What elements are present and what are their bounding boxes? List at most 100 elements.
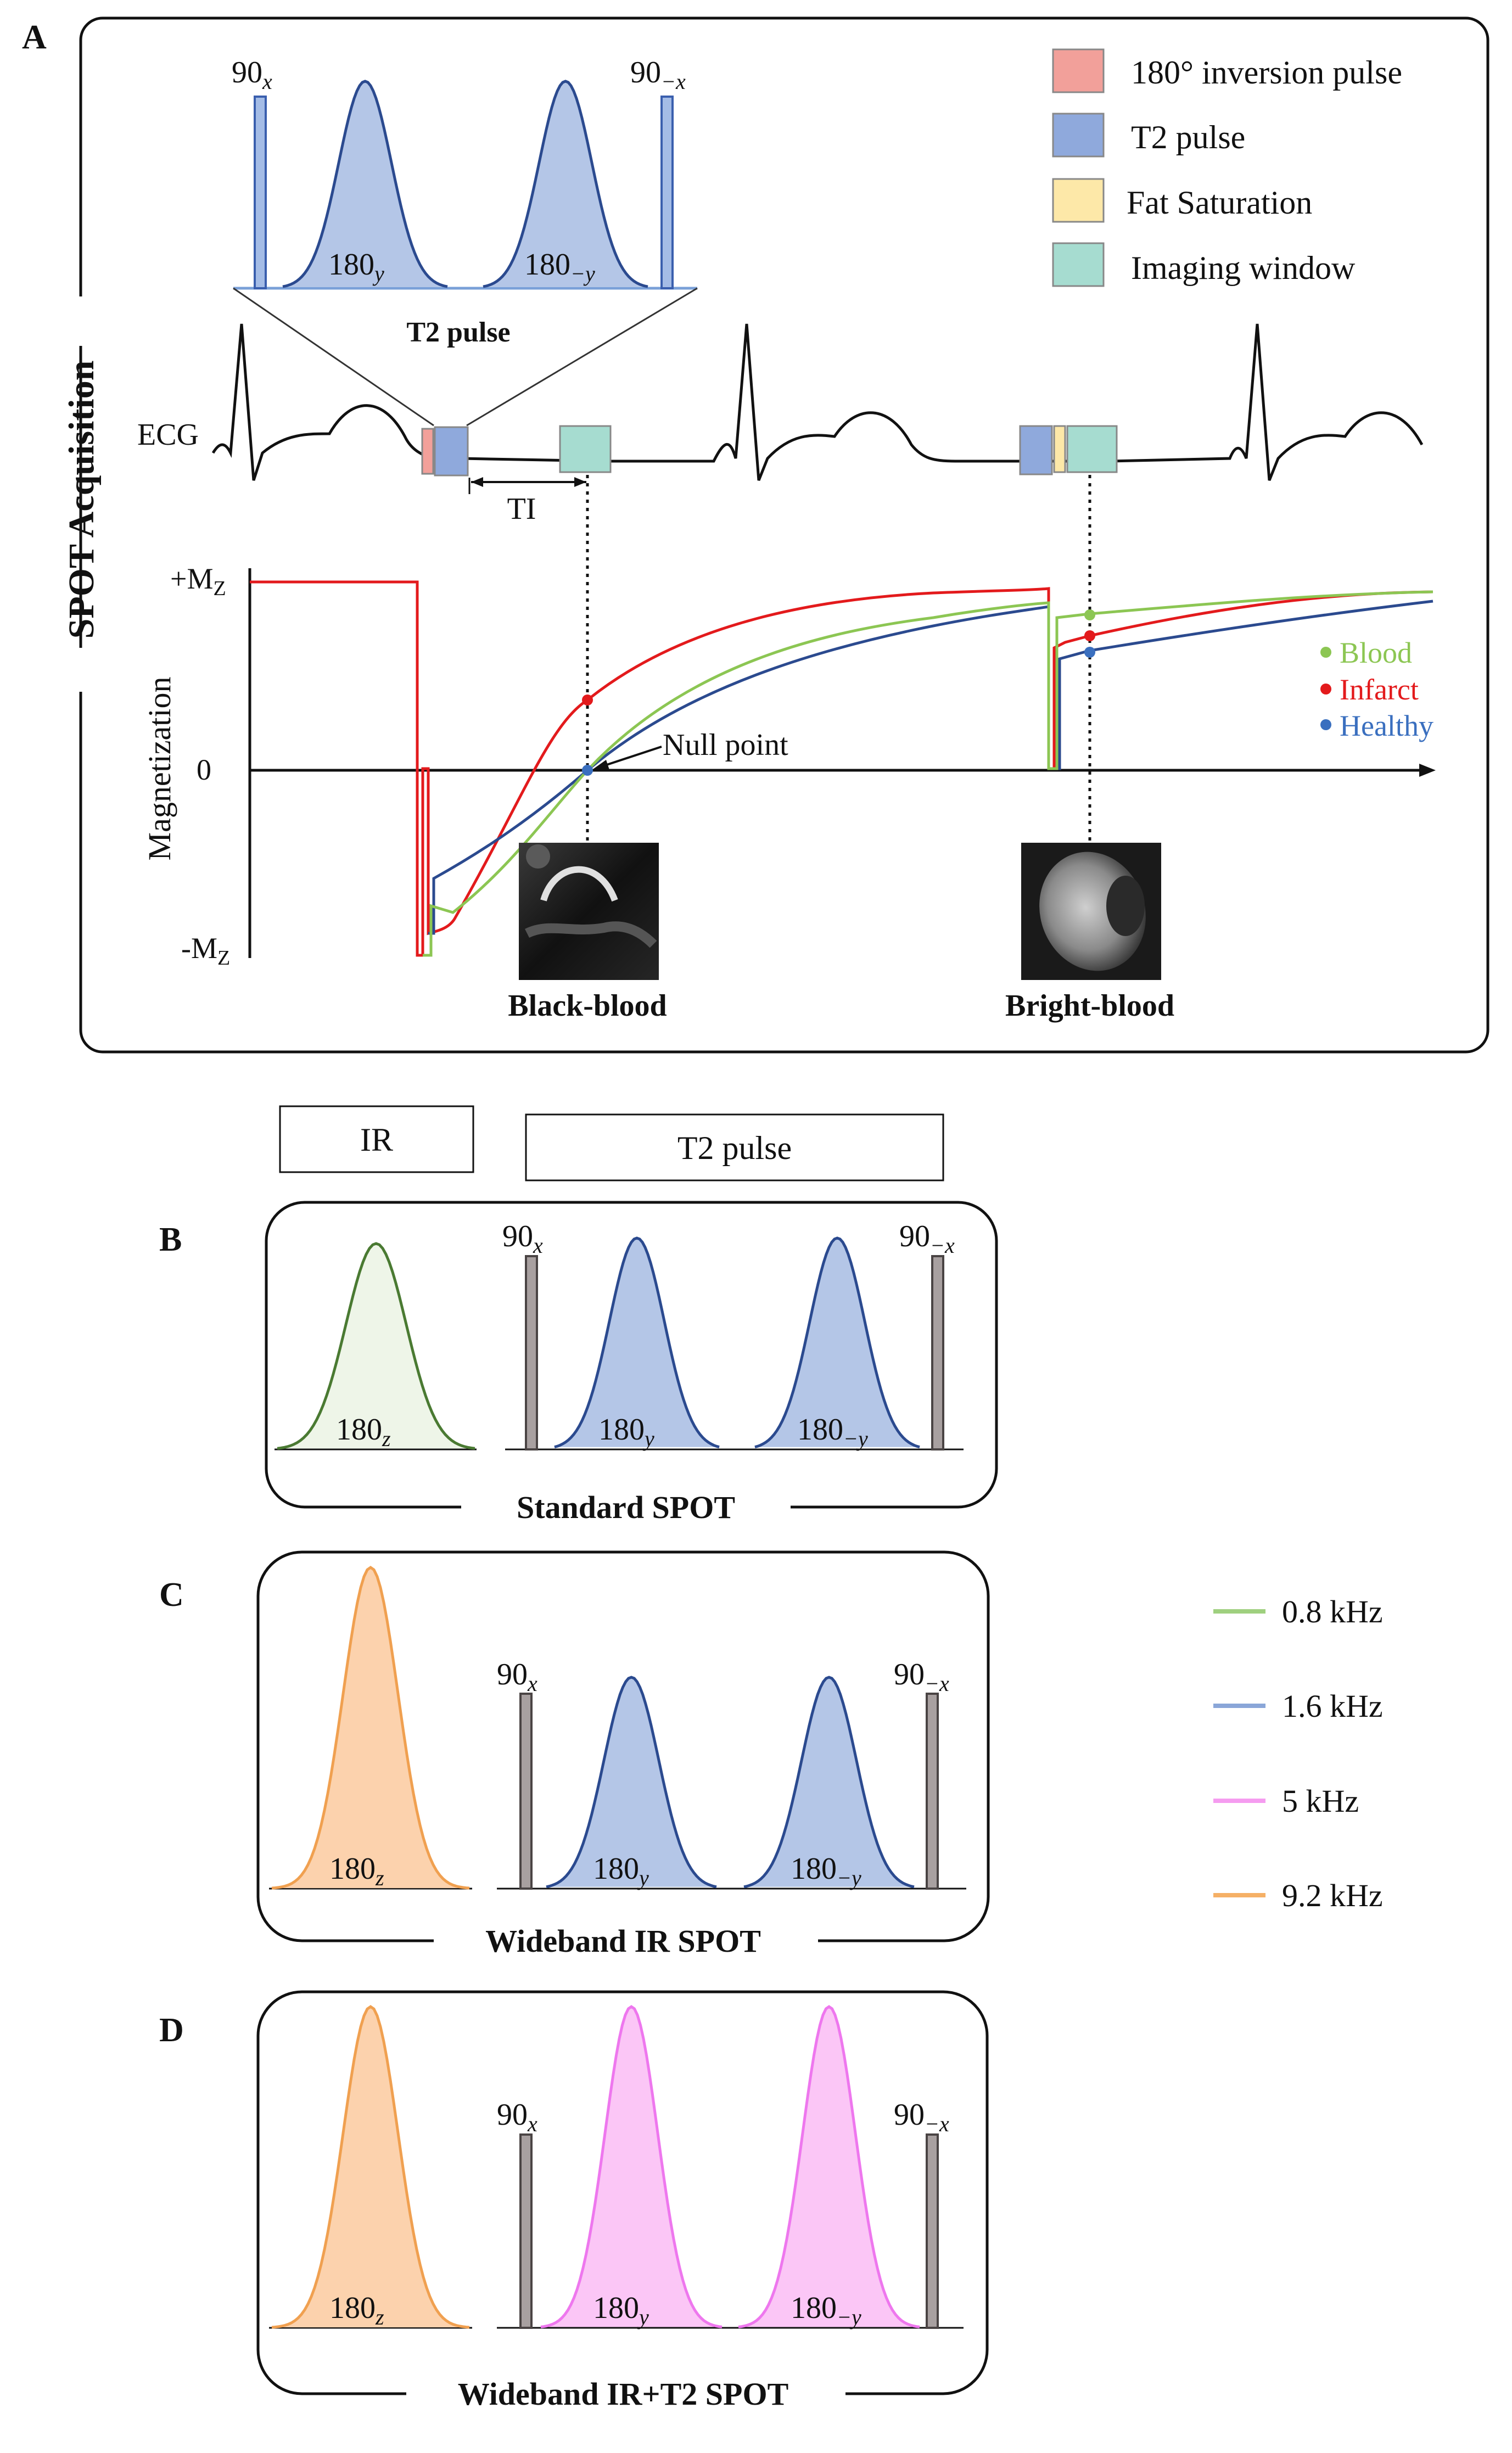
bw-legend-label-2: 5 kHz xyxy=(1282,1783,1359,1819)
species-healthy-dot xyxy=(1320,719,1331,730)
t2-zoom-90x-bar xyxy=(254,96,267,289)
legend-inversion-swatch xyxy=(1052,48,1105,93)
legend-t2-swatch xyxy=(1052,113,1105,158)
panel-label-d: D xyxy=(159,2012,184,2049)
null-point-label: Null point xyxy=(663,728,788,762)
legend-fatsat-swatch xyxy=(1052,178,1105,223)
y-axis-label: Magnetization xyxy=(142,676,177,860)
panel-c-90x-label: 90x xyxy=(497,1657,537,1696)
species-infarct-dot xyxy=(1320,684,1331,695)
panel-c-180y-lobe xyxy=(546,1676,717,1889)
panel-d: 180z 90x 90−x 180y 180−y Wideband IR+T2 … xyxy=(256,1990,989,2412)
t2-zoom-90x-label: 90x xyxy=(232,55,272,94)
panel-c-180-y-label: 180−y xyxy=(791,1852,861,1890)
panel-d-90-x-label: 90−x xyxy=(894,2098,949,2136)
panel-b-90-x-bar xyxy=(931,1255,944,1450)
seq-t2-block-2 xyxy=(1019,425,1053,475)
graph-x-axis-arrowhead xyxy=(1419,764,1436,777)
panel-d-90x-label: 90x xyxy=(497,2098,537,2136)
y-tick-minus-mz: -MZ xyxy=(181,932,230,970)
panel-a-frame xyxy=(79,16,1489,1054)
legend-fatsat-label: Fat Saturation xyxy=(1127,184,1312,221)
y-tick-zero: 0 xyxy=(197,753,211,786)
panel-b-90x-label: 90x xyxy=(502,1219,543,1258)
t2-zoom-90-x-label: 90−x xyxy=(630,55,686,94)
panel-b-180-y-lobe xyxy=(754,1236,920,1449)
t2-zoom-90-x-bar xyxy=(660,96,674,289)
infarct-point-black-blood xyxy=(582,695,593,705)
panel-d-180y-label: 180y xyxy=(593,2291,649,2329)
seq-imaging-window-2 xyxy=(1066,425,1118,473)
bright-blood-caption: Bright-blood xyxy=(1005,989,1174,1023)
ecg-trace xyxy=(211,323,1424,481)
panel-c-title-mask xyxy=(434,1924,818,1957)
bright-blood-image xyxy=(1021,843,1161,980)
panel-b-title: Standard SPOT xyxy=(517,1489,735,1525)
t2-pulse-zoom: 90x 90−x 180y 180−y T2 pulse xyxy=(232,55,698,427)
panel-d-180-y-lobe xyxy=(738,2004,920,2328)
y-tick-plus-mz: +MZ xyxy=(170,562,226,600)
healthy-curve xyxy=(428,600,1433,935)
t2-zoom-180-y-lobe xyxy=(483,80,648,288)
seq-t2-block-1 xyxy=(434,426,469,477)
bw-legend-label-1: 1.6 kHz xyxy=(1282,1688,1383,1724)
blood-curve xyxy=(423,590,1433,957)
ir-header-label: IR xyxy=(360,1122,393,1158)
panel-d-90x-bar xyxy=(519,2133,533,2329)
panel-label-a: A xyxy=(22,19,47,56)
panel-c: 180z 90x 90−x 180y 180−y Wideband IR SPO… xyxy=(256,1550,990,1959)
panel-b-90x-bar xyxy=(525,1255,538,1450)
ti-label: TI xyxy=(507,492,536,526)
legend-inversion-label: 180° inversion pulse xyxy=(1131,54,1402,91)
zoom-connector-right xyxy=(466,287,698,427)
bw-legend-label-3: 9.2 kHz xyxy=(1282,1878,1383,1913)
panel-c-ir-pulse xyxy=(271,1565,470,1890)
species-infarct-label: Infarct xyxy=(1340,673,1419,706)
species-blood-label: Blood xyxy=(1340,636,1412,669)
panel-b: 180z 90x 90−x 180y 180−y Standard SPOT xyxy=(265,1201,998,1525)
panel-d-180z-label: 180z xyxy=(329,2291,384,2329)
panel-label-c: C xyxy=(159,1576,184,1614)
panel-d-180-y-label: 180−y xyxy=(791,2291,861,2329)
panel-d-title: Wideband IR+T2 SPOT xyxy=(458,2376,789,2412)
legend-imaging-swatch xyxy=(1052,242,1105,287)
species-blood-dot xyxy=(1320,647,1331,658)
seq-imaging-window-1 xyxy=(559,425,612,473)
seq-inversion-block xyxy=(421,428,434,475)
blood-point-bright-blood xyxy=(1084,609,1095,620)
panel-d-180y-lobe xyxy=(540,2004,723,2328)
panel-b-title-mask xyxy=(461,1491,791,1524)
ti-arrow xyxy=(468,477,586,494)
panel-b-90-x-label: 90−x xyxy=(899,1219,955,1258)
null-point-arrow xyxy=(598,746,662,769)
panel-c-90-x-bar xyxy=(926,1693,939,1890)
spot-acquisition-title: SPOT Acquisition xyxy=(61,361,102,639)
ecg-label: ECG xyxy=(137,418,199,452)
panel-b-180y-lobe xyxy=(554,1236,720,1449)
black-blood-caption: Black-blood xyxy=(508,989,667,1023)
pulse-type-legend: 180° inversion pulse T2 pulse Fat Satura… xyxy=(1052,48,1402,287)
panel-c-180-y-lobe xyxy=(743,1676,915,1889)
null-point-dot xyxy=(582,765,593,776)
black-blood-image xyxy=(519,843,659,980)
zoom-connector-left xyxy=(233,287,434,427)
panel-c-180y-label: 180y xyxy=(593,1852,649,1890)
panel-b-180y-label: 180y xyxy=(598,1413,654,1451)
t2-zoom-180y-lobe xyxy=(282,80,448,288)
t2-zoom-180y-label: 180y xyxy=(328,248,384,286)
seq-fatsat-block xyxy=(1053,425,1066,473)
panel-b-180-y-label: 180−y xyxy=(797,1413,868,1451)
ir-header-box xyxy=(279,1105,474,1173)
panel-b-180z-label: 180z xyxy=(336,1413,391,1451)
panel-b-ir-pulse xyxy=(277,1242,475,1450)
legend-t2-label: T2 pulse xyxy=(1131,119,1245,155)
panel-c-90x-bar xyxy=(519,1693,533,1890)
t2-header-label: T2 pulse xyxy=(677,1130,792,1166)
t2-zoom-caption: T2 pulse xyxy=(406,317,510,348)
healthy-point-bright-blood xyxy=(1084,647,1095,658)
infarct-point-bright-blood xyxy=(1084,630,1095,641)
t2-zoom-180-y-label: 180−y xyxy=(524,248,595,286)
panel-label-b: B xyxy=(159,1221,182,1258)
panel-c-180z-label: 180z xyxy=(329,1852,384,1890)
